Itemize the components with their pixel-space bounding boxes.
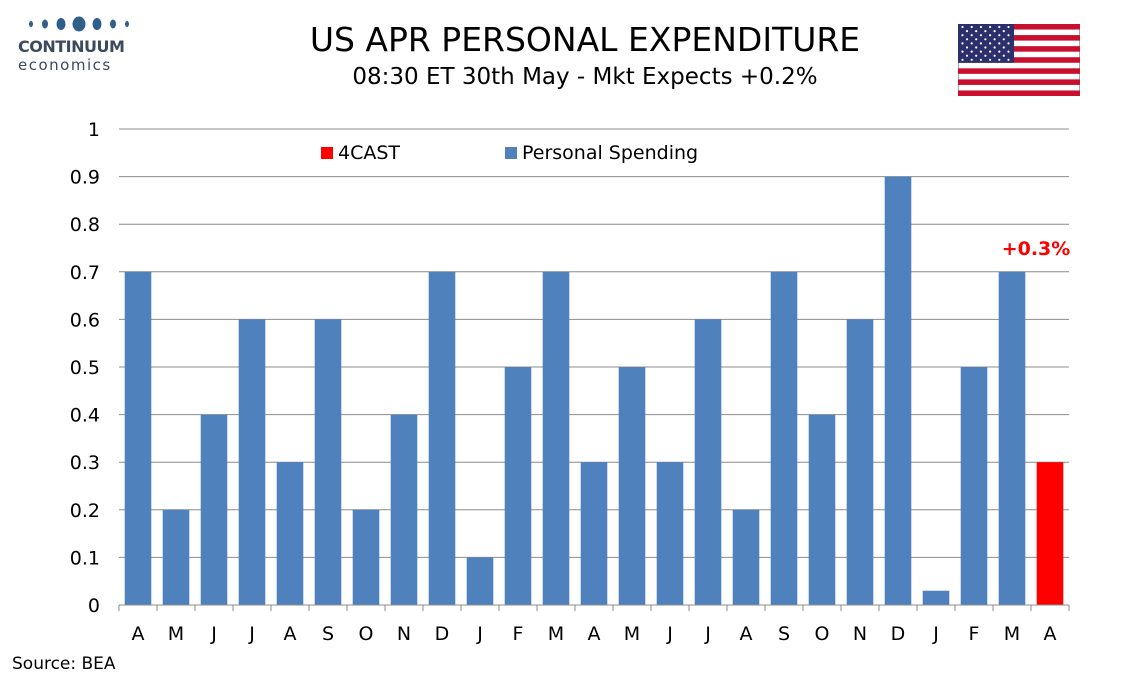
chart-area: 0 0.1 0.2 0.3 0.4 0.5 0.6 0.7 0.8 0.9 1 A M J J A S O N D J…	[70, 119, 1071, 645]
y-tick-label: 0.6	[70, 309, 100, 331]
x-tick-label: A	[132, 623, 145, 645]
y-tick-label: 0.5	[70, 357, 100, 379]
bar-personal-spending	[542, 271, 570, 605]
x-tick-label: M	[624, 623, 640, 645]
bar-personal-spending	[998, 271, 1026, 605]
bar-personal-spending	[884, 176, 912, 605]
x-tick-label: S	[322, 623, 334, 645]
x-tick-label: O	[359, 623, 374, 645]
bar-personal-spending	[428, 271, 456, 605]
x-tick-label: D	[435, 623, 450, 645]
x-tick-label: M	[168, 623, 184, 645]
bar-personal-spending	[238, 319, 266, 605]
bar-personal-spending	[580, 462, 608, 605]
bar-personal-spending	[162, 509, 190, 605]
bar-personal-spending	[466, 557, 494, 605]
bar-personal-spending	[276, 462, 304, 605]
bar-personal-spending	[808, 414, 836, 605]
x-tick-label: M	[548, 623, 564, 645]
legend-label-4cast: 4CAST	[338, 142, 400, 164]
legend-label-personal-spending: Personal Spending	[522, 142, 698, 164]
bar-personal-spending	[124, 271, 152, 605]
x-tick-label: J	[932, 623, 939, 645]
bar-personal-spending	[618, 367, 646, 605]
x-tick-label: J	[210, 623, 217, 645]
x-tick-label: J	[704, 623, 711, 645]
continuum-logo: CONTINUUM economics	[10, 12, 140, 78]
logo-name: CONTINUUM	[18, 37, 125, 56]
bar-personal-spending	[390, 414, 418, 605]
x-tick-label: N	[397, 623, 411, 645]
y-tick-label: 0.3	[70, 452, 100, 474]
legend: 4CAST Personal Spending	[321, 142, 698, 164]
x-tick-label: N	[853, 623, 867, 645]
x-tick-label: A	[588, 623, 601, 645]
bar-personal-spending	[694, 319, 722, 605]
forecast-annotation: +0.3%	[1002, 238, 1071, 260]
x-tick-label: A	[284, 623, 297, 645]
x-tick-label: J	[666, 623, 673, 645]
x-tick-label: F	[969, 623, 980, 645]
x-tick-label: J	[476, 623, 483, 645]
chart-title: US APR PERSONAL EXPENDITURE	[309, 20, 861, 59]
bar-personal-spending	[200, 414, 228, 605]
x-tick-label: O	[815, 623, 830, 645]
us-flag-icon	[958, 24, 1080, 96]
x-tick-label: F	[513, 623, 524, 645]
source-note: Source: BEA	[12, 654, 116, 674]
bar-personal-spending	[770, 271, 798, 605]
legend-swatch-personal-spending	[505, 147, 517, 159]
bar-personal-spending	[656, 462, 684, 605]
bar-personal-spending	[352, 509, 380, 605]
legend-swatch-4cast	[321, 147, 333, 159]
logo-dots-icon	[29, 16, 129, 32]
x-tick-label: M	[1004, 623, 1020, 645]
x-tick-label: J	[248, 623, 255, 645]
y-tick-label: 0.2	[70, 500, 100, 522]
chart-subtitle: 08:30 ET 30th May - Mkt Expects +0.2%	[352, 64, 818, 90]
bar-personal-spending	[314, 319, 342, 605]
bar-personal-spending	[504, 367, 532, 605]
y-tick-label: 0.9	[70, 167, 100, 189]
bar-personal-spending	[732, 509, 760, 605]
x-tick-label: S	[778, 623, 790, 645]
y-tick-label: 0.8	[70, 214, 100, 236]
x-tick-label: A	[1044, 623, 1057, 645]
bar-personal-spending	[960, 367, 988, 605]
y-tick-label: 0.1	[70, 547, 100, 569]
y-tick-label: 0	[88, 595, 100, 617]
bar-4cast	[1036, 462, 1064, 605]
x-tick-label: A	[740, 623, 753, 645]
logo-subtitle: economics	[18, 56, 112, 74]
y-axis-ticks: 0 0.1 0.2 0.3 0.4 0.5 0.6 0.7 0.8 0.9 1	[70, 119, 100, 617]
bar-personal-spending	[922, 590, 950, 605]
x-tick-label: D	[891, 623, 906, 645]
bar-personal-spending	[846, 319, 874, 605]
y-tick-label: 0.4	[70, 405, 100, 427]
bars	[124, 176, 1064, 605]
y-tick-label: 0.7	[70, 262, 100, 284]
y-tick-label: 1	[88, 119, 100, 141]
